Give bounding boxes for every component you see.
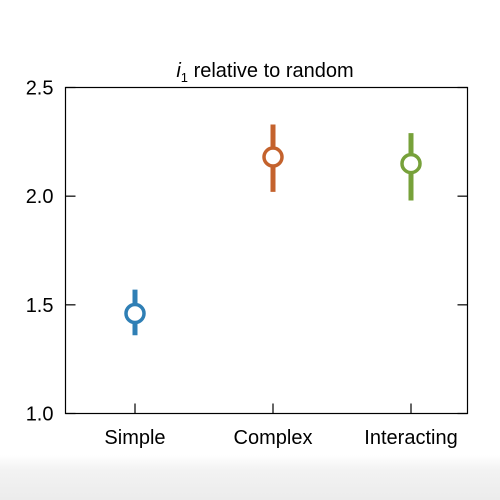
chart-title-rest: relative to random	[188, 60, 354, 82]
bottom-fade	[0, 455, 500, 500]
data-point	[124, 302, 146, 325]
y-axis: 1.0 1.5 2.0 2.5	[26, 78, 468, 426]
chart-title: i1 relative to random	[176, 60, 353, 85]
x-tick-label: Simple	[104, 427, 165, 449]
x-tick-label: Complex	[234, 427, 313, 449]
y-tick-label: 2.5	[26, 78, 54, 100]
x-tick-label: Interacting	[364, 427, 457, 449]
data-point	[400, 152, 422, 175]
chart-title-subscript: 1	[181, 70, 188, 85]
y-tick-label: 1.0	[26, 404, 54, 426]
plot-frame	[64, 86, 469, 415]
chart-title-italic: i	[176, 60, 181, 82]
y-tick-label: 1.5	[26, 295, 54, 317]
data-point	[262, 146, 284, 168]
y-tick-label: 2.0	[26, 186, 54, 208]
x-axis: Simple Complex Interacting	[104, 403, 458, 449]
data-marks	[124, 124, 422, 336]
